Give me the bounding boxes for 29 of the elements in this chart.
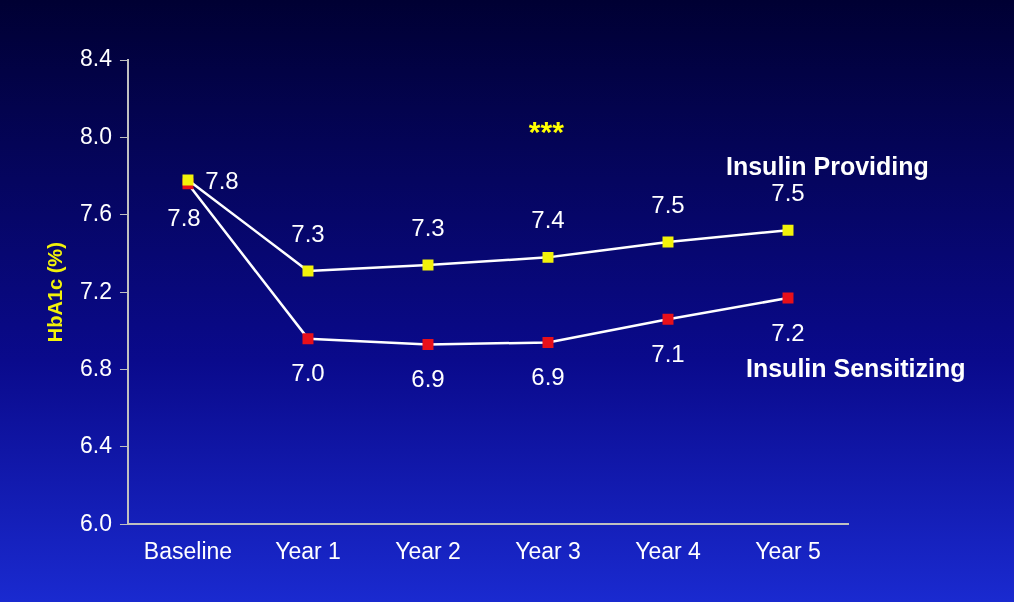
data-label: 7.8	[205, 166, 239, 194]
data-label: 7.5	[771, 178, 805, 206]
data-label: 6.9	[531, 363, 565, 391]
y-tick-label: 7.2	[79, 277, 112, 304]
x-tick-label: Year 1	[275, 537, 341, 564]
data-label: 7.3	[291, 219, 325, 247]
y-tick-label: 8.4	[79, 45, 113, 72]
y-tick-label: 6.8	[79, 354, 112, 381]
y-tick-label: 7.6	[79, 200, 112, 227]
series-label: Insulin Sensitizing	[746, 353, 966, 382]
data-label: 7.4	[531, 205, 565, 233]
data-label: 7.1	[651, 339, 685, 367]
x-tick-label: Baseline	[143, 537, 233, 564]
data-label: 7.0	[291, 359, 325, 387]
x-tick-label: Year 4	[635, 537, 702, 564]
y-axis-title: HbA1c (%)	[43, 242, 66, 343]
annotation: ***	[528, 115, 565, 149]
data-label: 7.2	[771, 318, 805, 346]
text: Insulin Providing	[726, 152, 929, 181]
data-label: 6.9	[411, 365, 445, 393]
y-tick-label: 6.4	[79, 432, 113, 459]
data-label: 7.8	[167, 204, 201, 232]
x-tick-label: Year 2	[395, 537, 461, 564]
data-label: 7.5	[651, 190, 685, 218]
x-tick-label: Year 5	[755, 537, 821, 564]
y-tick-label: 6.0	[79, 509, 112, 536]
y-tick-label: 8.0	[79, 122, 112, 149]
data-label: 7.3	[411, 213, 445, 241]
x-tick-label: Year 3	[515, 537, 581, 564]
